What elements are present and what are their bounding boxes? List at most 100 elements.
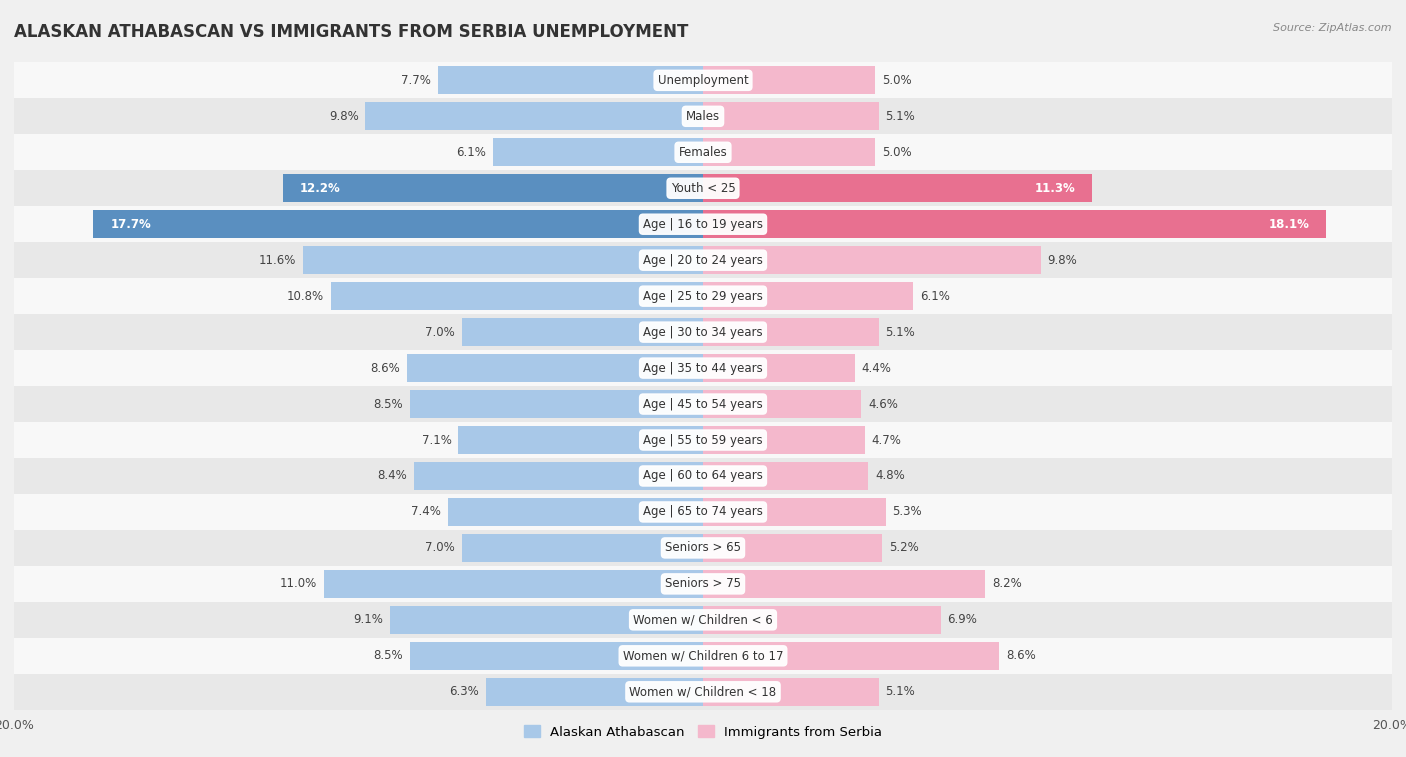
- Text: 5.0%: 5.0%: [882, 74, 911, 87]
- Text: Age | 30 to 34 years: Age | 30 to 34 years: [643, 326, 763, 338]
- Bar: [494, 139, 703, 167]
- Text: 5.1%: 5.1%: [886, 326, 915, 338]
- Bar: [14, 350, 1392, 386]
- Text: 7.0%: 7.0%: [425, 326, 456, 338]
- Bar: [14, 170, 1392, 206]
- Text: Males: Males: [686, 110, 720, 123]
- Text: Youth < 25: Youth < 25: [671, 182, 735, 195]
- Bar: [14, 278, 1392, 314]
- Text: 11.6%: 11.6%: [259, 254, 297, 266]
- Text: 18.1%: 18.1%: [1268, 218, 1309, 231]
- Text: 8.6%: 8.6%: [1007, 650, 1036, 662]
- Bar: [703, 174, 1092, 202]
- Text: 5.3%: 5.3%: [893, 506, 922, 519]
- Text: 4.4%: 4.4%: [862, 362, 891, 375]
- Bar: [449, 498, 703, 526]
- Text: Seniors > 65: Seniors > 65: [665, 541, 741, 554]
- Bar: [366, 102, 703, 130]
- Bar: [14, 242, 1392, 278]
- Bar: [703, 606, 941, 634]
- Bar: [703, 246, 1040, 274]
- Text: Women w/ Children < 18: Women w/ Children < 18: [630, 685, 776, 698]
- Bar: [703, 67, 875, 95]
- Text: 9.1%: 9.1%: [353, 613, 382, 626]
- Text: Age | 20 to 24 years: Age | 20 to 24 years: [643, 254, 763, 266]
- Legend: Alaskan Athabascan, Immigrants from Serbia: Alaskan Athabascan, Immigrants from Serb…: [519, 720, 887, 744]
- Bar: [14, 98, 1392, 134]
- Text: 8.5%: 8.5%: [374, 397, 404, 410]
- Bar: [461, 318, 703, 346]
- Text: 5.1%: 5.1%: [886, 110, 915, 123]
- Text: 11.3%: 11.3%: [1035, 182, 1076, 195]
- Text: Seniors > 75: Seniors > 75: [665, 578, 741, 590]
- Bar: [461, 534, 703, 562]
- Bar: [93, 210, 703, 238]
- Text: 11.0%: 11.0%: [280, 578, 318, 590]
- Bar: [304, 246, 703, 274]
- Bar: [413, 462, 703, 490]
- Bar: [14, 566, 1392, 602]
- Text: 8.5%: 8.5%: [374, 650, 404, 662]
- Text: Women w/ Children 6 to 17: Women w/ Children 6 to 17: [623, 650, 783, 662]
- Bar: [703, 354, 855, 382]
- Bar: [703, 534, 882, 562]
- Bar: [703, 426, 865, 454]
- Text: 5.0%: 5.0%: [882, 146, 911, 159]
- Bar: [389, 606, 703, 634]
- Bar: [486, 678, 703, 706]
- Bar: [14, 206, 1392, 242]
- Text: Age | 45 to 54 years: Age | 45 to 54 years: [643, 397, 763, 410]
- Text: 9.8%: 9.8%: [329, 110, 359, 123]
- Text: Age | 55 to 59 years: Age | 55 to 59 years: [643, 434, 763, 447]
- Bar: [703, 570, 986, 598]
- Text: 7.0%: 7.0%: [425, 541, 456, 554]
- Bar: [283, 174, 703, 202]
- Bar: [703, 139, 875, 167]
- Bar: [703, 498, 886, 526]
- Text: 4.7%: 4.7%: [872, 434, 901, 447]
- Text: 4.6%: 4.6%: [869, 397, 898, 410]
- Text: 6.9%: 6.9%: [948, 613, 977, 626]
- Bar: [703, 462, 869, 490]
- Text: 6.1%: 6.1%: [456, 146, 486, 159]
- Text: Unemployment: Unemployment: [658, 74, 748, 87]
- Text: 17.7%: 17.7%: [111, 218, 152, 231]
- Text: 9.8%: 9.8%: [1047, 254, 1077, 266]
- Bar: [14, 458, 1392, 494]
- Text: 12.2%: 12.2%: [299, 182, 340, 195]
- Text: Women w/ Children < 6: Women w/ Children < 6: [633, 613, 773, 626]
- Text: Females: Females: [679, 146, 727, 159]
- Text: 8.4%: 8.4%: [377, 469, 406, 482]
- Text: Age | 16 to 19 years: Age | 16 to 19 years: [643, 218, 763, 231]
- Bar: [14, 674, 1392, 710]
- Bar: [14, 386, 1392, 422]
- Bar: [703, 642, 1000, 670]
- Text: 10.8%: 10.8%: [287, 290, 323, 303]
- Text: 7.7%: 7.7%: [401, 74, 430, 87]
- Bar: [14, 638, 1392, 674]
- Text: 5.1%: 5.1%: [886, 685, 915, 698]
- Text: Age | 65 to 74 years: Age | 65 to 74 years: [643, 506, 763, 519]
- Bar: [14, 494, 1392, 530]
- Text: Age | 25 to 29 years: Age | 25 to 29 years: [643, 290, 763, 303]
- Bar: [703, 102, 879, 130]
- Bar: [330, 282, 703, 310]
- Bar: [14, 530, 1392, 566]
- Text: 6.3%: 6.3%: [450, 685, 479, 698]
- Bar: [14, 602, 1392, 638]
- Bar: [14, 134, 1392, 170]
- Bar: [411, 642, 703, 670]
- Bar: [703, 678, 879, 706]
- Bar: [703, 390, 862, 418]
- Text: Age | 35 to 44 years: Age | 35 to 44 years: [643, 362, 763, 375]
- Bar: [14, 62, 1392, 98]
- Bar: [14, 314, 1392, 350]
- Bar: [323, 570, 703, 598]
- Text: ALASKAN ATHABASCAN VS IMMIGRANTS FROM SERBIA UNEMPLOYMENT: ALASKAN ATHABASCAN VS IMMIGRANTS FROM SE…: [14, 23, 689, 41]
- Text: 5.2%: 5.2%: [889, 541, 918, 554]
- Bar: [406, 354, 703, 382]
- Text: 4.8%: 4.8%: [875, 469, 905, 482]
- Bar: [703, 318, 879, 346]
- Text: 8.2%: 8.2%: [993, 578, 1022, 590]
- Text: 8.6%: 8.6%: [370, 362, 399, 375]
